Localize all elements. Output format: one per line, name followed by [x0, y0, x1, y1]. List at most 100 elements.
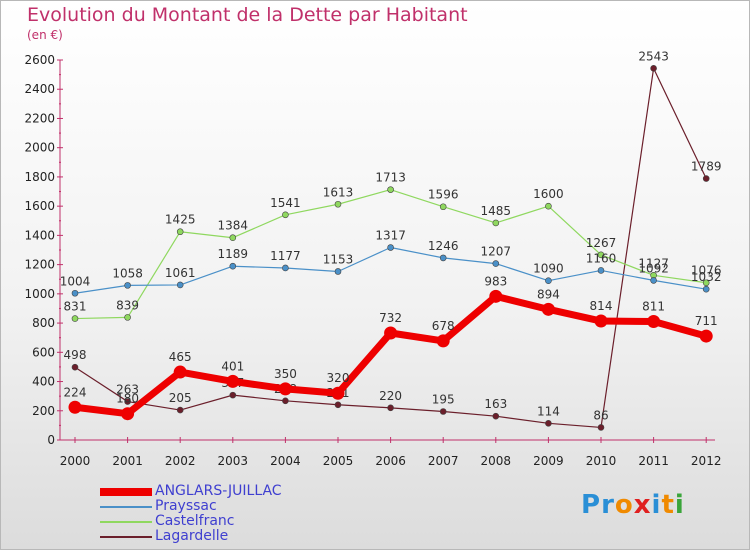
data-point-castelfranc	[334, 200, 342, 208]
data-point-prayssac	[545, 277, 552, 284]
y-tick-label: 600	[32, 345, 55, 359]
logo-letter: o	[614, 490, 634, 520]
data-label-prayssac: 1058	[112, 266, 143, 280]
x-tick-label: 2006	[375, 454, 406, 468]
data-point-lagardelle	[702, 175, 710, 182]
data-point-prayssac	[597, 267, 605, 274]
y-tick-label: 1000	[24, 287, 55, 301]
data-label-prayssac: 1160	[586, 251, 617, 265]
y-tick-label: 2600	[24, 53, 55, 67]
data-point-castelfranc	[597, 251, 605, 259]
data-point-anglars-juillac	[331, 386, 345, 400]
y-tick-label: 1600	[24, 199, 55, 213]
chart-title: Evolution du Montant de la Dette par Hab…	[27, 4, 468, 26]
legend-swatch	[100, 506, 152, 508]
y-tick-label: 800	[32, 316, 55, 330]
data-point-prayssac	[282, 264, 289, 272]
x-tick-label: 2011	[638, 454, 669, 468]
data-point-lagardelle	[492, 412, 500, 420]
data-label-castelfranc: 1384	[218, 219, 249, 233]
logo-letter: r	[601, 490, 615, 520]
data-label-castelfranc: 1425	[165, 213, 196, 227]
data-label-lagardelle: 86	[593, 408, 608, 422]
data-point-anglars-juillac	[121, 407, 135, 421]
y-tick-label: 400	[32, 375, 55, 389]
legend-swatch	[100, 488, 152, 496]
data-point-castelfranc	[387, 186, 394, 193]
data-point-prayssac	[334, 268, 342, 275]
x-tick-label: 2000	[60, 454, 91, 468]
data-point-prayssac	[229, 262, 237, 270]
data-point-anglars-juillac	[384, 326, 398, 340]
logo-letter: i	[651, 490, 662, 520]
data-point-prayssac	[650, 277, 657, 284]
data-label-prayssac: 1317	[375, 229, 406, 243]
data-label-castelfranc: 1713	[375, 171, 406, 185]
data-point-castelfranc	[229, 234, 237, 242]
logo-letter: i	[674, 490, 685, 520]
data-point-anglars-juillac	[173, 365, 187, 379]
data-label-anglars-juillac: 811	[642, 299, 665, 313]
data-point-anglars-juillac	[647, 314, 661, 328]
data-label-anglars-juillac: 401	[221, 359, 244, 373]
data-point-lagardelle	[387, 404, 394, 412]
data-point-lagardelle	[176, 406, 184, 414]
data-point-lagardelle	[439, 408, 447, 415]
x-tick-label: 2005	[323, 454, 354, 468]
data-label-prayssac: 1246	[428, 239, 459, 253]
legend-label: Lagardelle	[155, 528, 229, 544]
data-label-lagardelle: 114	[537, 404, 560, 418]
data-point-castelfranc	[176, 228, 184, 236]
data-label-anglars-juillac: 814	[590, 299, 613, 313]
data-label-prayssac: 1092	[638, 261, 669, 275]
data-point-prayssac	[439, 254, 447, 262]
y-tick-label: 0	[47, 433, 55, 447]
data-label-castelfranc: 839	[116, 298, 139, 312]
data-label-prayssac: 1153	[323, 252, 354, 266]
x-tick-label: 2007	[428, 454, 459, 468]
data-point-castelfranc	[702, 279, 710, 287]
data-point-prayssac	[176, 281, 184, 289]
x-tick-label: 2004	[270, 454, 301, 468]
data-label-castelfranc: 1267	[586, 236, 617, 250]
data-label-prayssac: 1189	[218, 247, 249, 261]
data-label-anglars-juillac: 983	[484, 274, 507, 288]
data-point-anglars-juillac	[436, 334, 450, 348]
legend-label: Prayssac	[155, 498, 217, 514]
data-point-castelfranc	[124, 314, 131, 321]
data-label-prayssac: 1061	[165, 266, 196, 280]
data-point-prayssac	[387, 244, 394, 251]
data-label-prayssac: 1207	[481, 245, 512, 259]
data-point-castelfranc	[282, 211, 289, 219]
data-label-anglars-juillac: 180	[116, 392, 139, 406]
data-label-lagardelle: 195	[432, 393, 455, 407]
y-tick-label: 200	[32, 404, 55, 418]
logo-letter: t	[661, 490, 675, 520]
data-label-anglars-juillac: 894	[537, 287, 560, 301]
data-point-anglars-juillac	[594, 314, 608, 328]
data-point-lagardelle	[71, 363, 79, 371]
data-point-lagardelle	[650, 65, 657, 72]
data-label-lagardelle: 2543	[638, 49, 669, 63]
data-label-anglars-juillac: 350	[274, 367, 297, 381]
data-point-prayssac	[492, 260, 500, 267]
data-label-prayssac: 1004	[60, 274, 91, 288]
data-label-castelfranc: 1613	[323, 185, 354, 199]
data-label-lagardelle: 163	[484, 397, 507, 411]
y-tick-label: 2000	[24, 141, 55, 155]
y-tick-label: 1400	[24, 228, 55, 242]
data-label-anglars-juillac: 711	[695, 314, 718, 328]
data-point-lagardelle	[545, 420, 552, 427]
data-label-castelfranc: 1485	[481, 204, 512, 218]
data-label-castelfranc: 1127	[638, 256, 669, 270]
y-tick-label: 1200	[24, 258, 55, 272]
data-point-lagardelle	[334, 401, 342, 409]
data-label-anglars-juillac: 732	[379, 311, 402, 325]
data-point-anglars-juillac	[541, 302, 555, 316]
data-label-anglars-juillac: 224	[64, 385, 87, 399]
x-tick-label: 2009	[533, 454, 564, 468]
x-tick-label: 2002	[165, 454, 196, 468]
data-point-anglars-juillac	[278, 382, 292, 396]
data-label-lagardelle: 263	[116, 383, 139, 397]
legend-label: Castelfranc	[155, 513, 235, 529]
